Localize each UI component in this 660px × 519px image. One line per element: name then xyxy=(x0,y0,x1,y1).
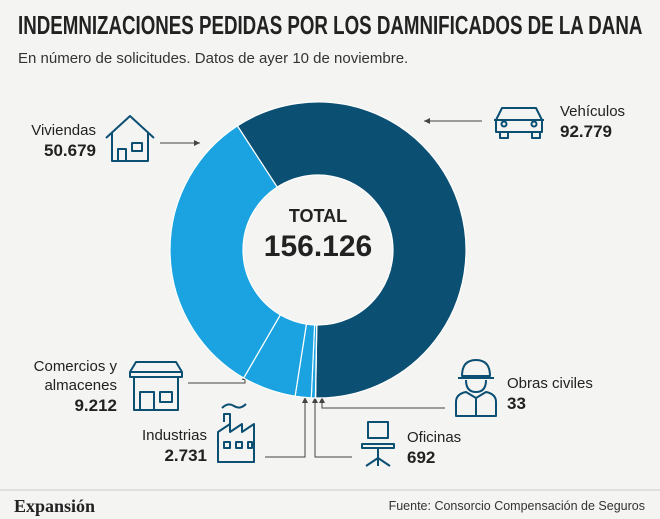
value-label: 9.212 xyxy=(74,396,117,415)
category-label: Industrias xyxy=(141,427,207,444)
value-label: 692 xyxy=(407,448,436,467)
value-label: 33 xyxy=(507,394,526,413)
chart-title: INDEMNIZACIONES PEDIDAS POR LOS DAMNIFIC… xyxy=(18,10,643,40)
house-icon xyxy=(105,115,155,162)
donut-slice xyxy=(236,101,467,399)
icons xyxy=(105,107,544,467)
shop-icon xyxy=(129,361,183,411)
factory-icon xyxy=(217,403,255,463)
arrows xyxy=(160,118,482,458)
category-label: Viviendas xyxy=(31,122,96,139)
category-label: Oficinas xyxy=(407,429,462,446)
total-title: TOTAL xyxy=(289,206,347,226)
chair-icon xyxy=(361,421,395,467)
car-icon xyxy=(494,107,544,139)
category-label: Comercios y almacenes xyxy=(33,358,117,394)
category-label: Obras civiles xyxy=(507,375,593,392)
worker-icon xyxy=(455,359,497,417)
brand: Expansión xyxy=(14,496,96,516)
slice-label: Industrias 2.731 xyxy=(87,426,207,467)
value-label: 92.779 xyxy=(560,122,612,141)
source: Fuente: Consorcio Compensación de Seguro… xyxy=(388,499,645,513)
chart-subtitle: En número de solicitudes. Datos de ayer … xyxy=(18,50,409,67)
slice-label: Comercios y almacenes 9.212 xyxy=(17,357,117,417)
donut-slice xyxy=(169,125,282,379)
slice-label: Viviendas 50.679 xyxy=(0,121,96,162)
value-label: 50.679 xyxy=(44,141,96,160)
slice-label: Oficinas 692 xyxy=(407,428,507,469)
slice-label: Obras civiles 33 xyxy=(507,374,627,415)
total-value: 156.126 xyxy=(264,230,372,263)
category-label: Vehículos xyxy=(560,103,626,120)
slice-label: Vehículos 92.779 xyxy=(560,102,660,143)
value-label: 2.731 xyxy=(164,446,207,465)
